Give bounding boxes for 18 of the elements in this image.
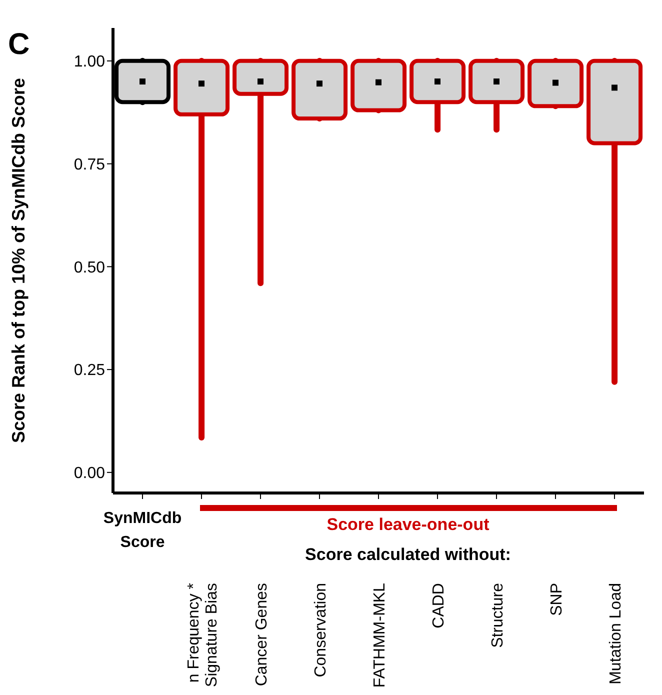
- x-tick-label: Mutation Load: [608, 583, 624, 684]
- x-tick-label: Cancer Genes: [254, 583, 270, 686]
- x-tick-label: Structure: [490, 582, 506, 648]
- y-tick-label: 0.75: [74, 156, 106, 174]
- y-tick-label: 1.00: [74, 54, 106, 71]
- y-axis-title: Score Rank of top 10% of SynMICdb Score: [8, 78, 28, 444]
- x-tick-label: n Frequency * Signature Bias: [186, 583, 220, 688]
- x-tick-label: CADD: [430, 583, 448, 628]
- text: C: [8, 28, 30, 62]
- y-tick-label: 0.50: [74, 259, 106, 276]
- x-tick-label: Conservation: [312, 583, 330, 678]
- y-tick-label: 0.00: [74, 465, 106, 482]
- x-tick-label: SynMICdb Score: [103, 510, 182, 551]
- y-tick-label: 0.25: [74, 362, 106, 380]
- text: Score calculated without:: [304, 545, 512, 565]
- x-tick-label: FATHMM-MKL: [372, 582, 388, 688]
- text: Score leave-one-out: [326, 515, 490, 535]
- x-tick-label: SNP: [548, 583, 566, 616]
